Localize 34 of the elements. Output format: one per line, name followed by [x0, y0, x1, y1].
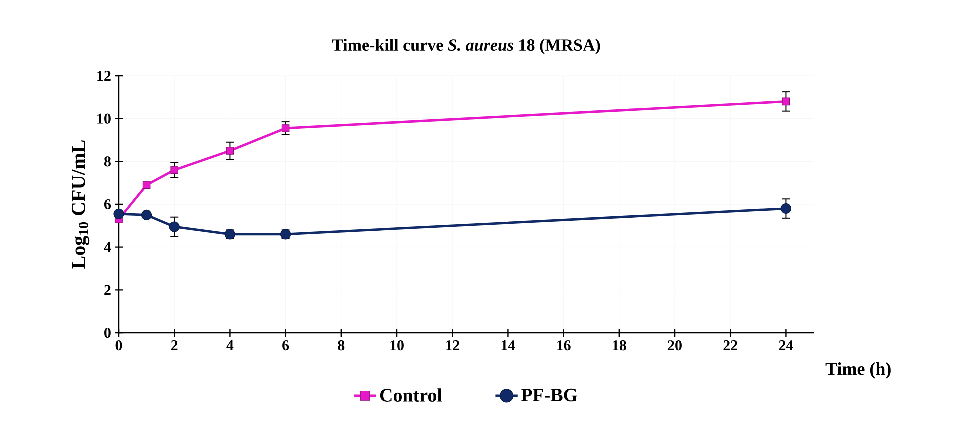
point	[282, 124, 290, 132]
x-tick-label: 18	[613, 340, 626, 351]
point	[780, 203, 792, 214]
x-tick-label: 10	[390, 340, 404, 351]
y-tick-label: 4	[104, 242, 112, 252]
point	[226, 147, 234, 155]
x-tick-label: 4	[226, 340, 234, 350]
x-tick-label: 14	[502, 340, 516, 350]
y-tick-label: 2	[104, 285, 111, 296]
x-tick-label: 20	[668, 340, 682, 351]
point	[169, 222, 180, 232]
y-tick-label: 8	[104, 156, 111, 167]
y-tick-label: 12	[98, 71, 111, 81]
x-axis-title: Time (h)	[826, 362, 891, 379]
y-tick-label: 0	[104, 328, 111, 338]
y-tick-label: 6	[104, 199, 112, 210]
x-tick-label: 8	[338, 340, 345, 351]
x-tick-label: 2	[171, 340, 178, 350]
x-tick-label: 6	[282, 340, 290, 351]
point	[114, 208, 124, 220]
x-tick-label: 16	[558, 340, 571, 351]
point	[170, 166, 179, 174]
x-tick-label: 0	[116, 340, 122, 351]
legend-label: PF-BG	[521, 388, 578, 402]
x-tick-label: 22	[724, 340, 738, 350]
y-axis-title: Log$_{10}$ CFU/mL	[72, 140, 90, 269]
point	[142, 210, 152, 221]
chart-title: Time-kill curve S. aureus 18 (MRSA)	[332, 39, 600, 54]
x-tick-label: 12	[446, 340, 460, 350]
legend-label: Control	[380, 388, 442, 402]
point	[142, 181, 151, 190]
y-tick-label: 10	[98, 114, 111, 124]
point	[782, 98, 790, 106]
x-tick-label: 24	[779, 340, 794, 350]
